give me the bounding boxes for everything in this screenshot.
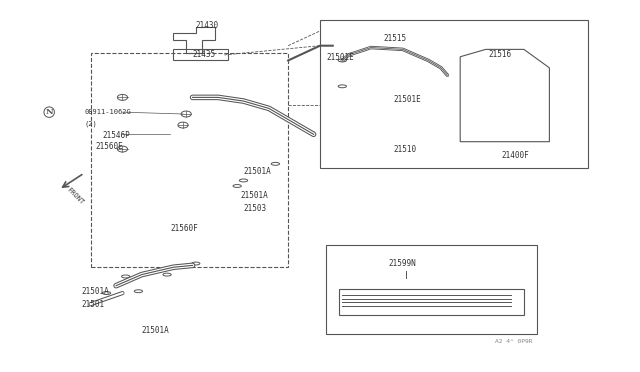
- Text: 08911-1062G: 08911-1062G: [84, 109, 131, 115]
- Text: 21510: 21510: [394, 145, 417, 154]
- Text: 21501E: 21501E: [326, 53, 354, 62]
- Text: 21501A: 21501A: [241, 191, 268, 200]
- Text: 21501A: 21501A: [244, 167, 271, 176]
- Text: FRONT: FRONT: [65, 186, 84, 205]
- Text: 21501: 21501: [81, 300, 104, 309]
- Text: 21501A: 21501A: [141, 326, 170, 335]
- Text: 21546P: 21546P: [102, 131, 130, 140]
- Text: A2 4^ 0P9R: A2 4^ 0P9R: [495, 339, 532, 344]
- Text: (2): (2): [84, 121, 97, 127]
- Text: 21560E: 21560E: [96, 142, 124, 151]
- Text: 21599N: 21599N: [389, 259, 417, 268]
- Text: 21515: 21515: [384, 34, 407, 43]
- Text: N: N: [45, 108, 53, 116]
- Text: 21501E: 21501E: [394, 96, 421, 105]
- Text: 21501A: 21501A: [81, 287, 109, 296]
- Text: 21503: 21503: [244, 204, 267, 214]
- Text: 21400F: 21400F: [502, 151, 529, 160]
- Text: 21430: 21430: [196, 21, 219, 30]
- Text: 21516: 21516: [489, 51, 512, 60]
- Text: 21560F: 21560F: [170, 224, 198, 233]
- Text: 21435: 21435: [193, 51, 216, 60]
